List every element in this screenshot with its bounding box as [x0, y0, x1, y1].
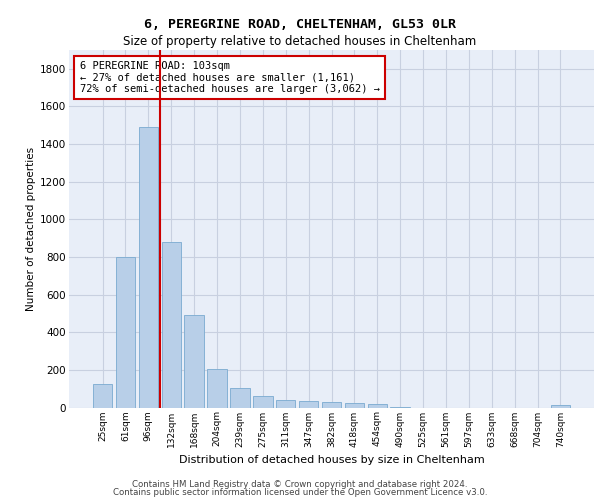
Bar	[276, 400, 295, 407]
Bar	[344, 403, 364, 407]
Bar	[299, 401, 319, 407]
X-axis label: Distribution of detached houses by size in Cheltenham: Distribution of detached houses by size …	[179, 455, 484, 465]
Bar	[391, 406, 410, 408]
Bar	[184, 316, 204, 408]
Text: Contains HM Land Registry data © Crown copyright and database right 2024.: Contains HM Land Registry data © Crown c…	[132, 480, 468, 489]
Bar	[139, 127, 158, 408]
Bar	[93, 384, 112, 407]
Text: 6 PEREGRINE ROAD: 103sqm
← 27% of detached houses are smaller (1,161)
72% of sem: 6 PEREGRINE ROAD: 103sqm ← 27% of detach…	[79, 60, 380, 94]
Y-axis label: Number of detached properties: Number of detached properties	[26, 146, 36, 311]
Bar	[230, 388, 250, 407]
Bar	[551, 404, 570, 407]
Text: Contains public sector information licensed under the Open Government Licence v3: Contains public sector information licen…	[113, 488, 487, 497]
Bar	[322, 402, 341, 407]
Bar	[116, 257, 135, 408]
Text: 6, PEREGRINE ROAD, CHELTENHAM, GL53 0LR: 6, PEREGRINE ROAD, CHELTENHAM, GL53 0LR	[144, 18, 456, 30]
Bar	[368, 404, 387, 407]
Bar	[161, 242, 181, 408]
Text: Size of property relative to detached houses in Cheltenham: Size of property relative to detached ho…	[124, 35, 476, 48]
Bar	[208, 369, 227, 408]
Bar	[253, 396, 272, 407]
